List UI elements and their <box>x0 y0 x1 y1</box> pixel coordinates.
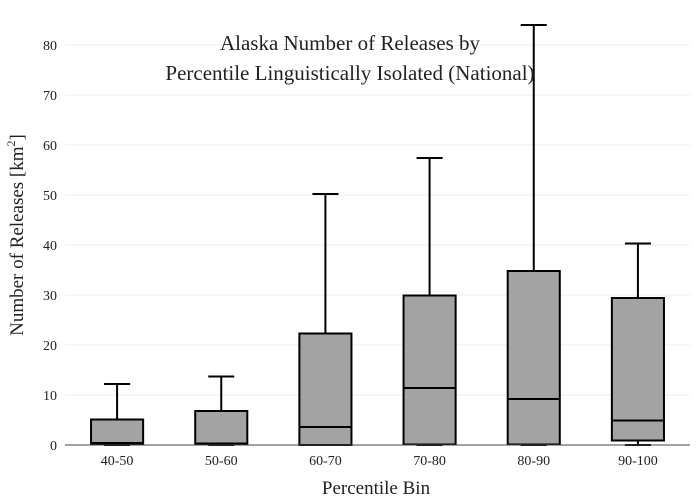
box-70-80 <box>402 157 457 446</box>
y-tick-label: 40 <box>43 239 57 254</box>
gridlines <box>65 44 690 396</box>
box-iqr <box>298 332 353 446</box>
boxes <box>90 24 665 446</box>
x-tick-label: 70-80 <box>413 454 446 469</box>
y-axis-title-close: ] <box>7 134 28 140</box>
y-tick-label: 80 <box>43 39 57 54</box>
y-tick-label: 50 <box>43 189 57 204</box>
y-axis-title-sup: 2 <box>4 140 18 146</box>
x-tick-label: 90-100 <box>618 454 658 469</box>
x-tick-label: 60-70 <box>309 454 342 469</box>
box-iqr <box>506 270 561 446</box>
box-90-100 <box>610 242 665 446</box>
box-iqr <box>610 297 665 442</box>
box-iqr <box>402 294 457 446</box>
box-60-70 <box>298 193 353 446</box>
x-tick-label: 80-90 <box>517 454 550 469</box>
x-axis-title: Percentile Bin <box>322 478 431 499</box>
y-tick-label: 20 <box>43 339 57 354</box>
y-tick-label: 0 <box>50 439 57 454</box>
x-tick-label: 50-60 <box>205 454 238 469</box>
y-tick-label: 70 <box>43 89 57 104</box>
x-tick-label: 40-50 <box>101 454 134 469</box>
tick-labels: 0 10 20 30 40 50 60 70 80 40-50 50-60 60-70 70-80 80-… <box>43 39 658 469</box>
box-50-60 <box>194 375 249 446</box>
y-tick-label: 30 <box>43 289 57 304</box>
box-iqr <box>194 410 249 446</box>
box-iqr <box>90 418 145 446</box>
box-80-90 <box>506 24 561 446</box>
y-tick-label: 10 <box>43 389 57 404</box>
chart-title-line-1: Alaska Number of Releases by <box>220 31 481 55</box>
box-40-50 <box>90 383 145 446</box>
chart-title-line-2: Percentile Linguistically Isolated (Nati… <box>165 61 534 85</box>
y-axis-title-main: Number of Releases [km <box>7 146 28 336</box>
y-axis-title: Number of Releases [km2] <box>4 134 28 336</box>
y-tick-label: 60 <box>43 139 57 154</box>
